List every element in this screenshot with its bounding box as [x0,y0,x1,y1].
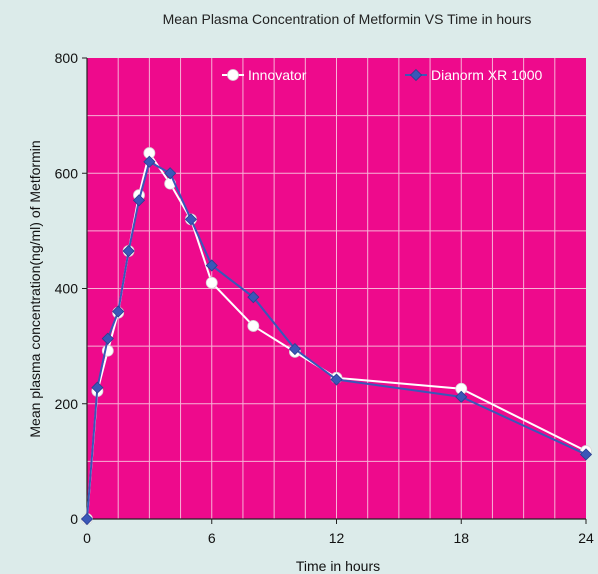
data-point-dianorm [132,194,146,207]
data-point-dianorm [184,213,198,226]
data-point-dianorm [112,305,125,318]
data-point-dianorm [143,155,156,168]
y-tick-label: 200 [55,396,79,412]
series-layer [80,147,593,526]
y-tick-label: 800 [55,50,79,66]
data-point-dianorm [455,390,468,403]
y-tick-label: 0 [70,511,78,527]
data-point-innovator [247,320,260,332]
x-axis-label: Time in hours [296,558,380,574]
x-tick-label: 18 [453,530,469,546]
x-tick-label: 24 [578,530,594,546]
legend-label: Dianorm XR 1000 [431,67,542,83]
legend-item: Innovator [222,67,307,83]
data-point-dianorm [579,448,593,461]
data-point-dianorm [101,332,114,345]
legend: Innovator Dianorm XR 1000 [222,67,542,83]
data-point-innovator [227,69,239,81]
data-point-dianorm [247,291,260,304]
y-tick-label: 600 [55,165,79,181]
chart-title: Mean Plasma Concentration of Metformin V… [163,11,532,27]
y-tick-label: 400 [55,281,79,297]
x-tick-label: 12 [329,530,345,546]
legend-label: Innovator [248,67,307,83]
y-axis-label: Mean plasma concentration(ng/ml) of Metf… [27,140,43,437]
x-tick-label: 0 [83,530,91,546]
grid [87,58,586,519]
data-point-dianorm [330,373,343,386]
data-point-dianorm [164,167,177,180]
x-tick-label: 6 [208,530,216,546]
data-point-dianorm [409,68,423,82]
ticks: 0 6 12 18 24 0 200 400 600 800 [55,50,594,546]
data-point-dianorm [91,381,104,394]
data-point-dianorm [80,512,94,526]
series-dianorm [80,155,593,526]
data-point-dianorm [122,244,135,258]
data-point-dianorm [288,342,301,356]
data-point-dianorm [205,259,218,272]
legend-item: Dianorm XR 1000 [405,67,542,83]
data-point-innovator [205,276,218,289]
